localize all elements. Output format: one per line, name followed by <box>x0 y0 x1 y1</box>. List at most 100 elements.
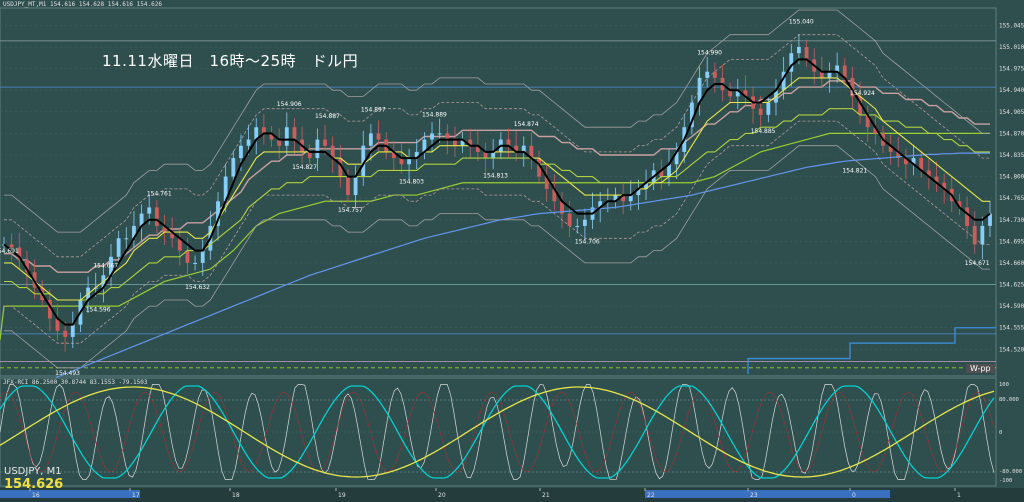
price-annotation: 154.889 <box>422 112 447 119</box>
candle-body <box>353 176 358 196</box>
candle-body <box>338 158 343 177</box>
ma-black <box>3 58 991 326</box>
indicator-header: JFX-RCI 86.2500 30.8744 83.1553 -79.1503 <box>3 379 148 386</box>
candle-body <box>292 127 297 140</box>
candle-body <box>942 182 947 189</box>
candle-body <box>988 213 992 226</box>
candle-body <box>124 238 129 240</box>
candle-body <box>284 127 289 146</box>
envelope-lower <box>4 120 990 344</box>
candle-body <box>430 133 434 140</box>
candle-body <box>391 151 396 159</box>
candle-body <box>965 207 969 226</box>
candle-body <box>25 259 29 273</box>
candle-body <box>170 232 175 239</box>
y-tick-label: 154.625 <box>999 282 1024 289</box>
candle-body <box>582 219 587 226</box>
candle-body <box>621 195 626 202</box>
candle-body <box>804 47 809 60</box>
candle-body <box>934 176 939 183</box>
price-annotation: 154.874 <box>514 121 539 128</box>
candle-body <box>491 151 496 159</box>
step-line-green <box>0 132 990 341</box>
candle-body <box>697 77 702 103</box>
band-lower <box>4 145 990 369</box>
candle-body <box>644 182 648 189</box>
candle-body <box>109 256 113 276</box>
candle-body <box>728 90 733 97</box>
candle-body <box>560 201 564 214</box>
candle-body <box>361 145 366 177</box>
candle-body <box>613 195 618 202</box>
price-annotation: 154.885 <box>751 128 776 135</box>
candle-body <box>835 65 840 72</box>
candle-body <box>667 164 671 177</box>
candle-body <box>422 139 427 152</box>
y-tick-label: 154.660 <box>999 260 1024 267</box>
candle-body <box>17 247 22 260</box>
candle-body <box>55 318 60 331</box>
y-tick-label: 154.870 <box>999 130 1024 137</box>
price-annotation: 155.040 <box>789 19 814 26</box>
candle-body <box>842 65 847 78</box>
band-upper <box>4 9 990 233</box>
candle-body <box>766 102 771 115</box>
candle-body <box>453 139 457 146</box>
y-tick-label: 154.905 <box>999 109 1024 116</box>
x-tick-label: 22 <box>647 492 655 499</box>
x-tick-label: 0 <box>852 492 856 499</box>
candle-body <box>506 139 511 146</box>
candle-body <box>200 250 205 263</box>
candle-body <box>468 139 473 146</box>
candle-body <box>147 207 152 214</box>
candle-body <box>177 238 182 251</box>
candle-body <box>63 330 68 337</box>
candle-body <box>743 90 748 97</box>
candle-body <box>567 213 572 226</box>
price-annotation: 154.821 <box>842 168 867 175</box>
y-tick-label: 154.520 <box>999 346 1024 353</box>
candle-body <box>47 299 52 319</box>
candle-body <box>475 145 480 152</box>
bottom-symbol: USDJPY, M1 <box>4 466 62 477</box>
candle-body <box>957 201 962 208</box>
y-tick-label: 154.730 <box>999 217 1024 224</box>
candle-body <box>254 127 259 140</box>
candle-body <box>735 90 740 97</box>
price-annotation: 154.887 <box>315 113 340 120</box>
candle-body <box>636 188 641 196</box>
price-annotation: 154.906 <box>277 101 302 108</box>
candle-body <box>628 195 633 202</box>
candle-body <box>132 225 136 239</box>
y-tick-label: 155.045 <box>999 22 1024 29</box>
rci-red <box>0 391 995 473</box>
rci-tick-label: -80.000 <box>999 469 1022 475</box>
x-tick-label: 18 <box>232 492 240 499</box>
x-tick-label: 19 <box>338 492 346 499</box>
candle-body <box>888 145 893 152</box>
x-tick-label: 1 <box>957 492 961 499</box>
rci-cyan <box>0 385 995 479</box>
candle-body <box>972 225 977 245</box>
y-tick-label: 154.765 <box>999 195 1024 202</box>
candle-body <box>277 139 282 146</box>
candle-body <box>529 145 534 159</box>
candle-body <box>705 71 710 78</box>
x-tick-label: 20 <box>438 492 446 499</box>
y-tick-label: 154.835 <box>999 152 1024 159</box>
candle-body <box>407 158 412 165</box>
candle-body <box>712 71 717 78</box>
candle-body <box>483 151 488 159</box>
symbol-line: USDJPY_MT,M1 154.616 154.628 154.616 154… <box>3 1 162 8</box>
price-annotation: 154.757 <box>338 207 363 214</box>
price-annotation: 154.493 <box>55 370 80 377</box>
candle-body <box>269 133 274 140</box>
x-tick-label: 17 <box>132 492 140 499</box>
y-tick-label: 154.695 <box>999 238 1024 245</box>
candle-body <box>315 139 320 159</box>
candle-body <box>261 127 266 134</box>
candle-body <box>330 145 335 159</box>
candle-body <box>896 151 901 159</box>
candle-body <box>231 158 236 177</box>
